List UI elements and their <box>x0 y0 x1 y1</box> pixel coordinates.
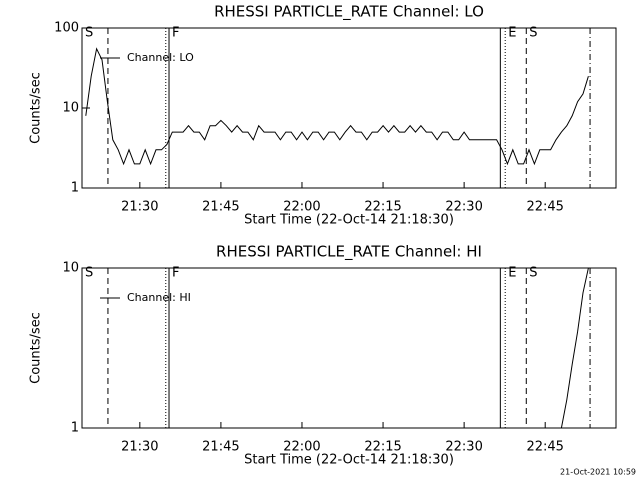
y-tick-label: 1 <box>71 181 79 196</box>
y-tick-label: 10 <box>62 261 79 276</box>
legend-label: Channel: HI <box>127 291 191 304</box>
x-tick-label: 22:30 <box>445 440 482 455</box>
x-tick-label: 21:30 <box>121 440 158 455</box>
marker-label: F <box>172 266 179 281</box>
x-tick-label: 22:30 <box>445 200 482 215</box>
x-tick-label: 22:00 <box>283 440 320 455</box>
x-tick-label: 21:45 <box>202 440 239 455</box>
x-tick-label: 22:45 <box>526 440 563 455</box>
x-tick-label: 21:45 <box>202 200 239 215</box>
data-line <box>560 267 589 429</box>
marker-label: F <box>172 26 179 41</box>
y-axis-label: Counts/sec <box>29 312 44 384</box>
marker-label: S <box>529 26 537 41</box>
marker-label: S <box>85 266 93 281</box>
x-tick-label: 22:00 <box>283 200 320 215</box>
footer: 21-Oct-2021 10:59 <box>560 468 636 477</box>
marker-label: S <box>85 26 93 41</box>
marker-label: S <box>529 266 537 281</box>
x-axis-label: Start Time (22-Oct-14 21:18:30) <box>244 213 454 228</box>
y-tick-label: 10 <box>62 101 79 116</box>
x-tick-label: 22:15 <box>364 200 401 215</box>
data-line <box>85 47 589 166</box>
y-tick-label: 100 <box>54 21 79 36</box>
legend-label: Channel: LO <box>127 51 194 64</box>
x-tick-label: 22:15 <box>364 440 401 455</box>
chart-title: RHESSI PARTICLE_RATE Channel: HI <box>216 243 482 262</box>
x-axis-label: Start Time (22-Oct-14 21:18:30) <box>244 453 454 468</box>
marker-label: E <box>508 266 516 281</box>
chart-title: RHESSI PARTICLE_RATE Channel: LO <box>214 3 484 22</box>
y-tick-label: 1 <box>71 421 79 436</box>
x-tick-label: 22:45 <box>526 200 563 215</box>
marker-label: E <box>508 26 516 41</box>
y-axis-label: Counts/sec <box>29 72 44 144</box>
x-tick-label: 21:30 <box>121 200 158 215</box>
